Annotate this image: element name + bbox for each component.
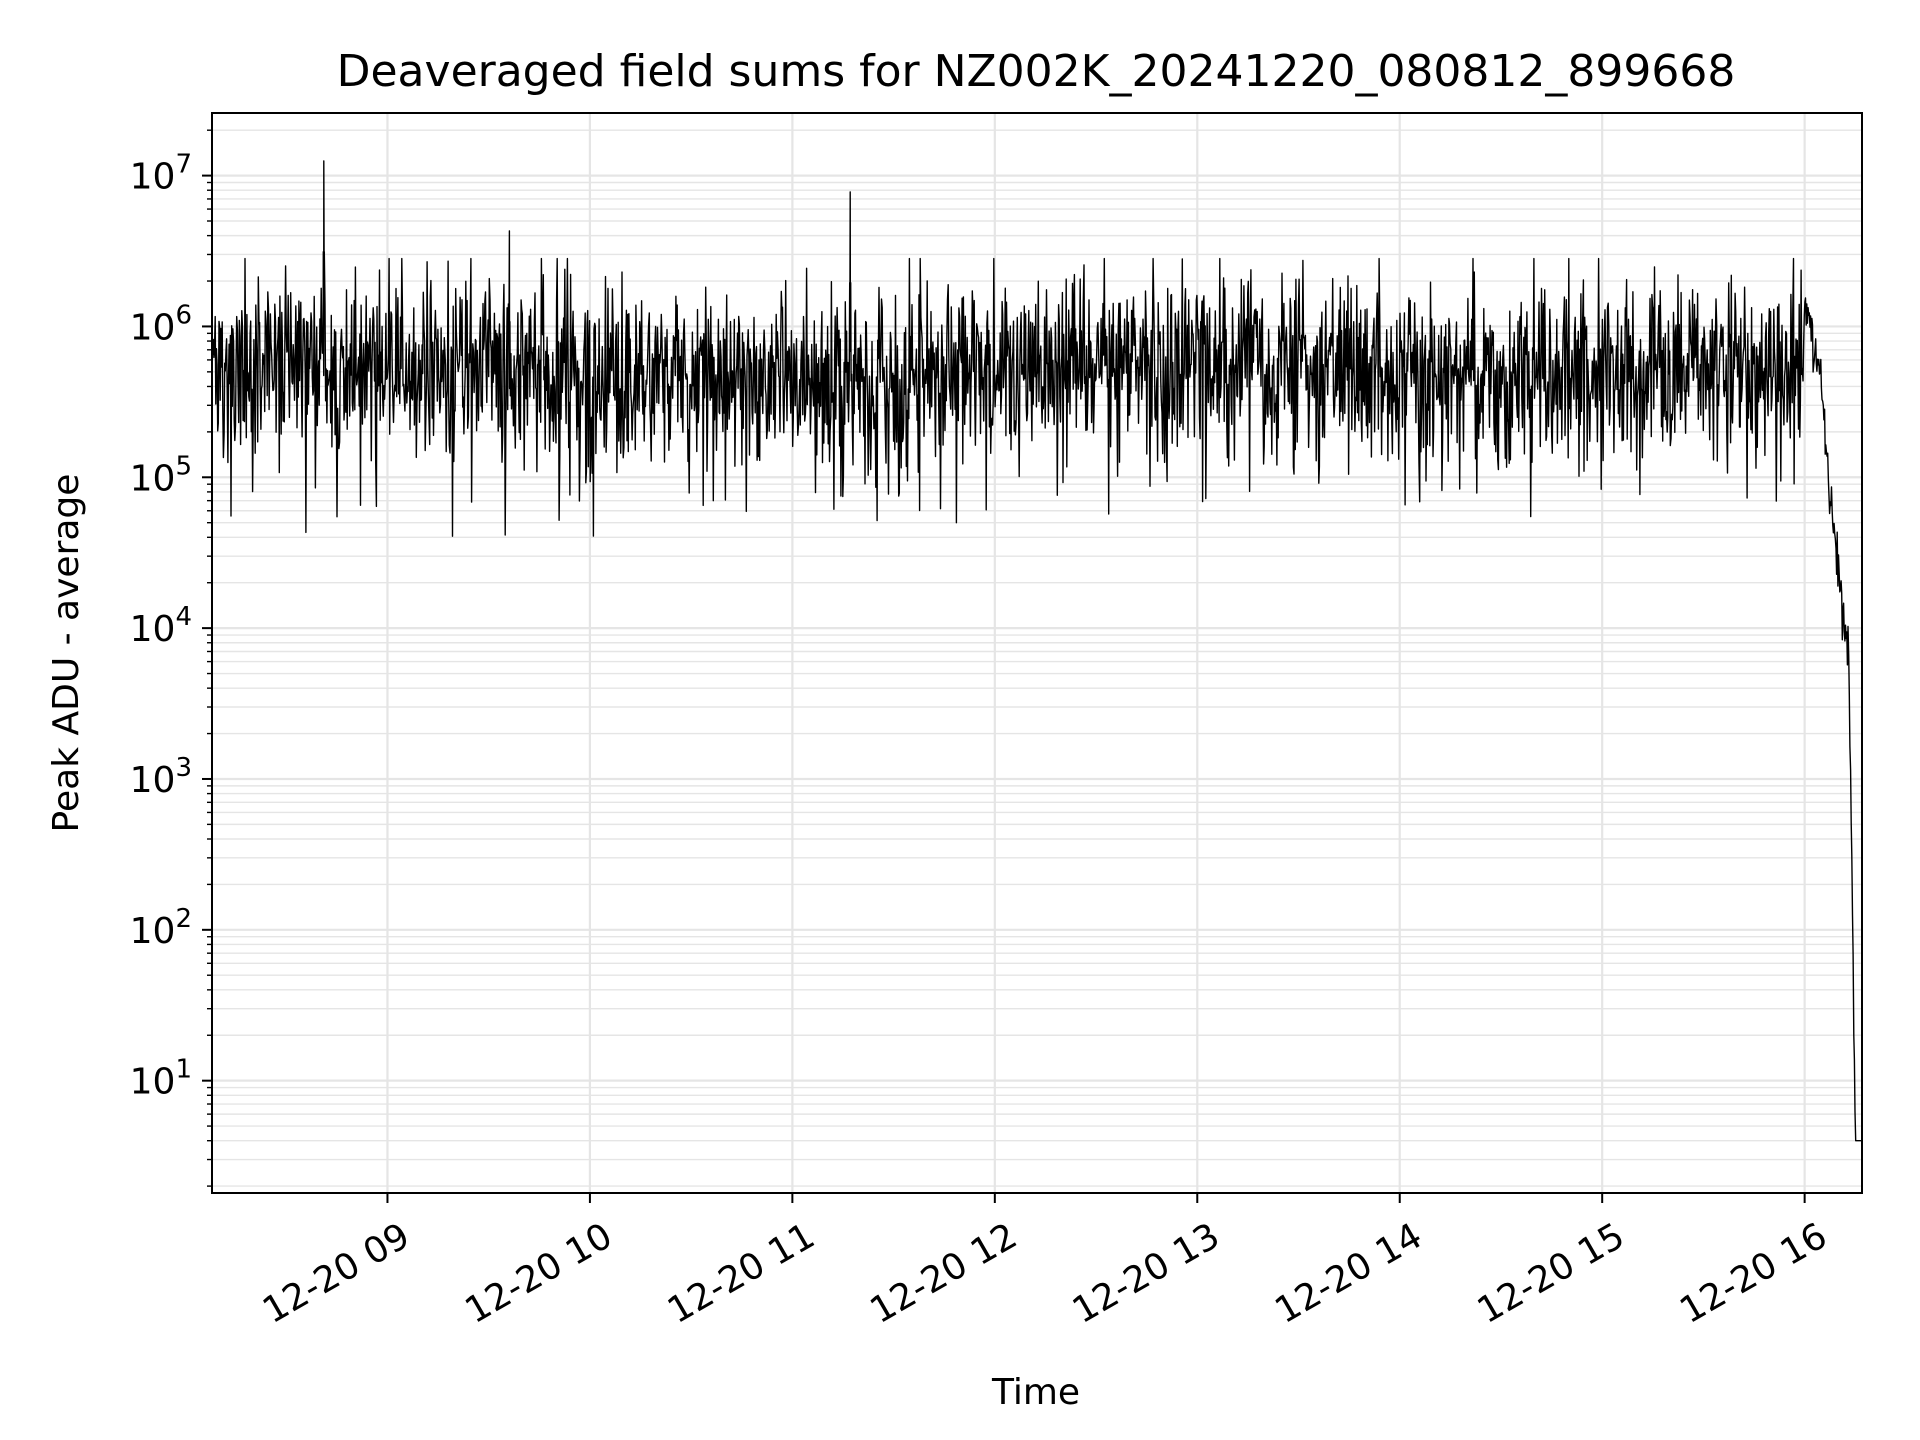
y-tick-label-base: 10 xyxy=(130,307,176,348)
y-tick-label-base: 10 xyxy=(130,157,176,198)
y-tick-label: 105 xyxy=(130,451,192,499)
y-tick-label-exponent: 5 xyxy=(175,451,192,481)
y-tick-label-base: 10 xyxy=(130,911,176,952)
y-tick-label: 103 xyxy=(130,753,192,801)
y-tick-label-exponent: 6 xyxy=(175,300,192,330)
y-tick-label: 107 xyxy=(130,150,192,198)
grid-major-x xyxy=(386,113,1806,1193)
y-axis-label: Peak ADU - average xyxy=(46,474,87,833)
y-tick-label-exponent: 4 xyxy=(175,602,192,632)
x-axis-label: Time xyxy=(991,1372,1080,1413)
y-tick-label: 104 xyxy=(130,602,192,650)
series-group xyxy=(211,160,1863,1142)
grid-major-y xyxy=(212,174,1862,1082)
chart-title: Deaveraged field sums for NZ002K_2024122… xyxy=(337,46,1736,97)
y-tick-label: 101 xyxy=(130,1055,192,1103)
y-tick-label-exponent: 3 xyxy=(175,753,192,783)
y-tick-label: 102 xyxy=(130,904,192,952)
series-line xyxy=(211,160,1863,1142)
y-tick-label-exponent: 7 xyxy=(175,150,192,180)
y-tick-label-base: 10 xyxy=(130,760,176,801)
y-tick-label-base: 10 xyxy=(130,458,176,499)
y-tick-label-exponent: 1 xyxy=(175,1055,192,1085)
plot-area-frame xyxy=(211,112,1863,1194)
y-tick-label-base: 10 xyxy=(130,609,176,650)
y-tick-label: 106 xyxy=(130,300,192,348)
y-tick-label-base: 10 xyxy=(130,1062,176,1103)
y-tick-label-exponent: 2 xyxy=(175,904,192,934)
